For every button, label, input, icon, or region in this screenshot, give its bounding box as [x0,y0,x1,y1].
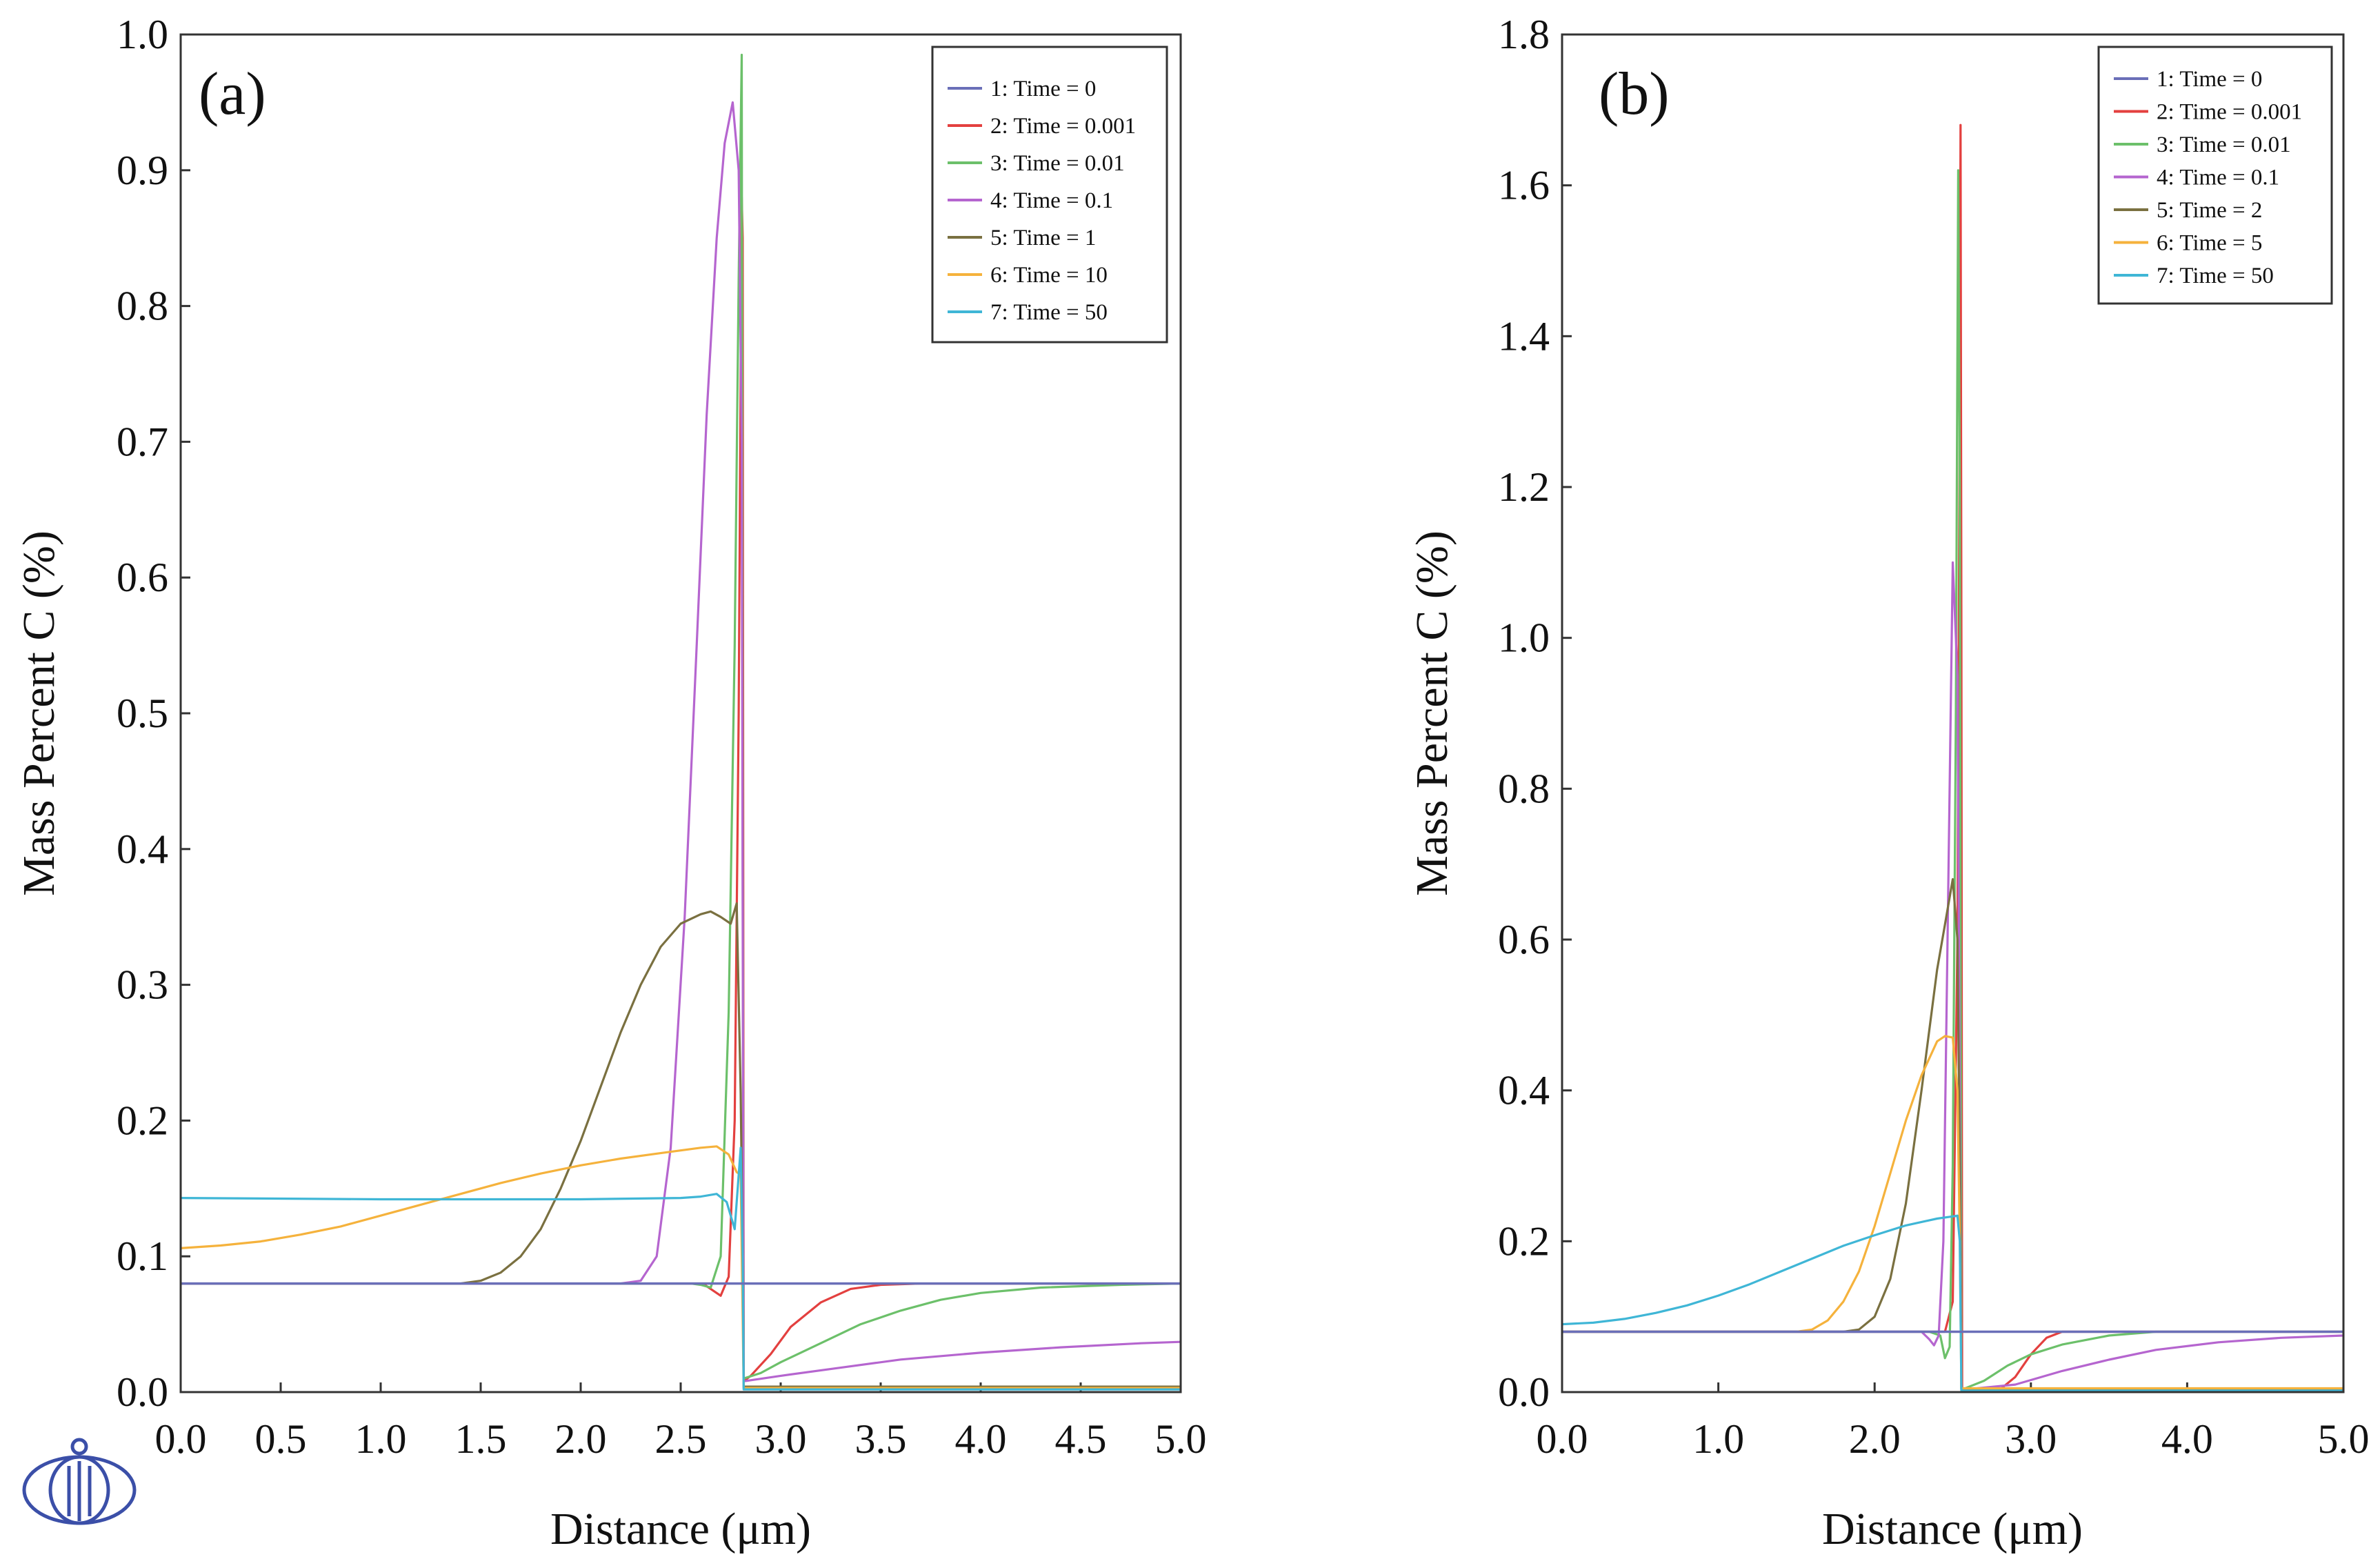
y-tick-label-a: 0.7 [117,419,168,464]
y-tick-label-b: 0.8 [1498,766,1550,811]
panel-label-a: (a) [199,61,266,128]
series-lines-a [180,53,1181,1391]
plot-frame-a [179,33,1182,1393]
x-tick-label-a: 4.5 [1055,1416,1107,1462]
legend-label-b-6: 6: Time = 5 [2157,231,2262,256]
x-tick-labels-a: 0.0 0.5 1.0 1.5 2.0 2.5 3.0 3.5 4.0 4.5 5.0 [155,1416,1207,1462]
plot-frame-b [1561,33,2345,1393]
x-tick-label-a: 2.5 [655,1416,707,1462]
x-tick-label-b: 5.0 [2318,1416,2370,1462]
x-tick-label-a: 1.0 [355,1416,407,1462]
y-tick-label-b: 0.6 [1498,917,1550,962]
legend-label-b-5: 5: Time = 2 [2157,198,2262,223]
y-tick-label-b: 1.8 [1498,12,1550,57]
y-tick-label-a: 0.5 [117,691,168,736]
legend-label-a-1: 1: Time = 0 [990,77,1096,101]
legend-label-a-3: 3: Time = 0.01 [990,151,1125,176]
series-line-a-4 [181,101,1181,1382]
y-tick-label-b: 1.4 [1498,313,1550,359]
y-tick-label-b: 1.2 [1498,464,1550,510]
legend-label-a-6: 6: Time = 10 [990,263,1108,288]
legend-box-b [2097,46,2333,305]
legend-label-b-1: 1: Time = 0 [2157,67,2262,92]
series-line-a-7 [180,1147,1181,1391]
y-tick-label-a: 0.3 [117,962,168,1008]
y-tick-label-a: 0.1 [117,1233,168,1279]
x-tick-label-a: 0.0 [155,1416,207,1462]
y-tick-label-a: 0.6 [117,555,168,600]
y-tick-label-a: 0.0 [117,1369,168,1415]
x-tick-label-a: 3.0 [755,1416,807,1462]
legend-label-b-7: 7: Time = 50 [2157,264,2274,288]
x-tick-label-a: 2.0 [555,1416,607,1462]
legend-label-a-7: 7: Time = 50 [990,300,1108,325]
y-tick-label-b: 0.4 [1498,1068,1550,1113]
series-line-b-3 [1562,169,2343,1391]
y-tick-label-b: 1.6 [1498,163,1550,208]
y-axis-title-b: Mass Percent C (%) [1407,530,1457,896]
x-tick-label-a: 5.0 [1155,1416,1207,1462]
publisher-logo-icon [22,1438,137,1525]
series-line-b-4 [1562,561,2344,1391]
chart-panel-b: (b) 0.0 1.0 2.0 3.0 4.0 5.0 0.0 0.2 0.4 0.6 0.8 1.… [1407,12,2370,1554]
x-tick-label-b: 0.0 [1537,1416,1588,1462]
x-axis-title-a: Distance (μm) [550,1504,811,1554]
y-tick-label-b: 0.2 [1498,1218,1550,1264]
legend-label-a-2: 2: Time = 0.001 [990,114,1136,139]
x-tick-label-b: 3.0 [2005,1416,2057,1462]
y-tick-label-b: 1.0 [1498,615,1550,661]
x-tick-label-b: 2.0 [1849,1416,1901,1462]
legend-b: 1: Time = 0 2: Time = 0.001 3: Time = 0.01… [2097,46,2333,305]
y-tick-label-b: 0.0 [1498,1369,1550,1415]
x-tick-label-b: 1.0 [1692,1416,1744,1462]
series-lines-b [1561,123,2344,1392]
x-tick-label-b: 4.0 [2161,1416,2213,1462]
legend-box-a [931,46,1168,344]
y-tick-label-a: 1.0 [117,12,168,57]
y-tick-label-a: 0.9 [117,148,168,193]
legend-a: 1: Time = 0 2: Time = 0.001 3: Time = 0.01… [931,46,1168,344]
x-tick-label-a: 0.5 [255,1416,307,1462]
legend-label-b-2: 2: Time = 0.001 [2157,100,2302,125]
legend-label-b-4: 4: Time = 0.1 [2157,166,2279,190]
series-line-b-7 [1561,1214,2343,1392]
y-tick-label-a: 0.4 [117,826,168,872]
y-tick-labels-b: 0.0 0.2 0.4 0.6 0.8 1.0 1.2 1.4 1.6 1.8 [1498,12,1550,1415]
x-tick-labels-b: 0.0 1.0 2.0 3.0 4.0 5.0 [1537,1416,2370,1462]
x-tick-label-a: 4.0 [955,1416,1007,1462]
x-axis-title-b: Distance (μm) [1822,1504,2083,1554]
panel-label-b: (b) [1599,61,1670,128]
y-axis-title-a: Mass Percent C (%) [14,530,64,896]
x-tick-label-a: 1.5 [455,1416,507,1462]
legend-label-b-3: 3: Time = 0.01 [2157,132,2291,157]
legend-label-a-5: 5: Time = 1 [990,226,1096,250]
chart-panel-a: (a) 0.0 0.5 1.0 1.5 2.0 2.5 3.0 3.5 4.0 4.5 5.0 0.… [14,12,1207,1554]
y-tick-label-a: 0.2 [117,1098,168,1143]
legend-label-a-4: 4: Time = 0.1 [990,188,1113,213]
x-tick-label-a: 3.5 [855,1416,907,1462]
y-tick-label-a: 0.8 [117,284,168,329]
y-tick-labels-a: 0.0 0.1 0.2 0.3 0.4 0.5 0.6 0.7 0.8 0.9 1.0 [117,12,168,1415]
